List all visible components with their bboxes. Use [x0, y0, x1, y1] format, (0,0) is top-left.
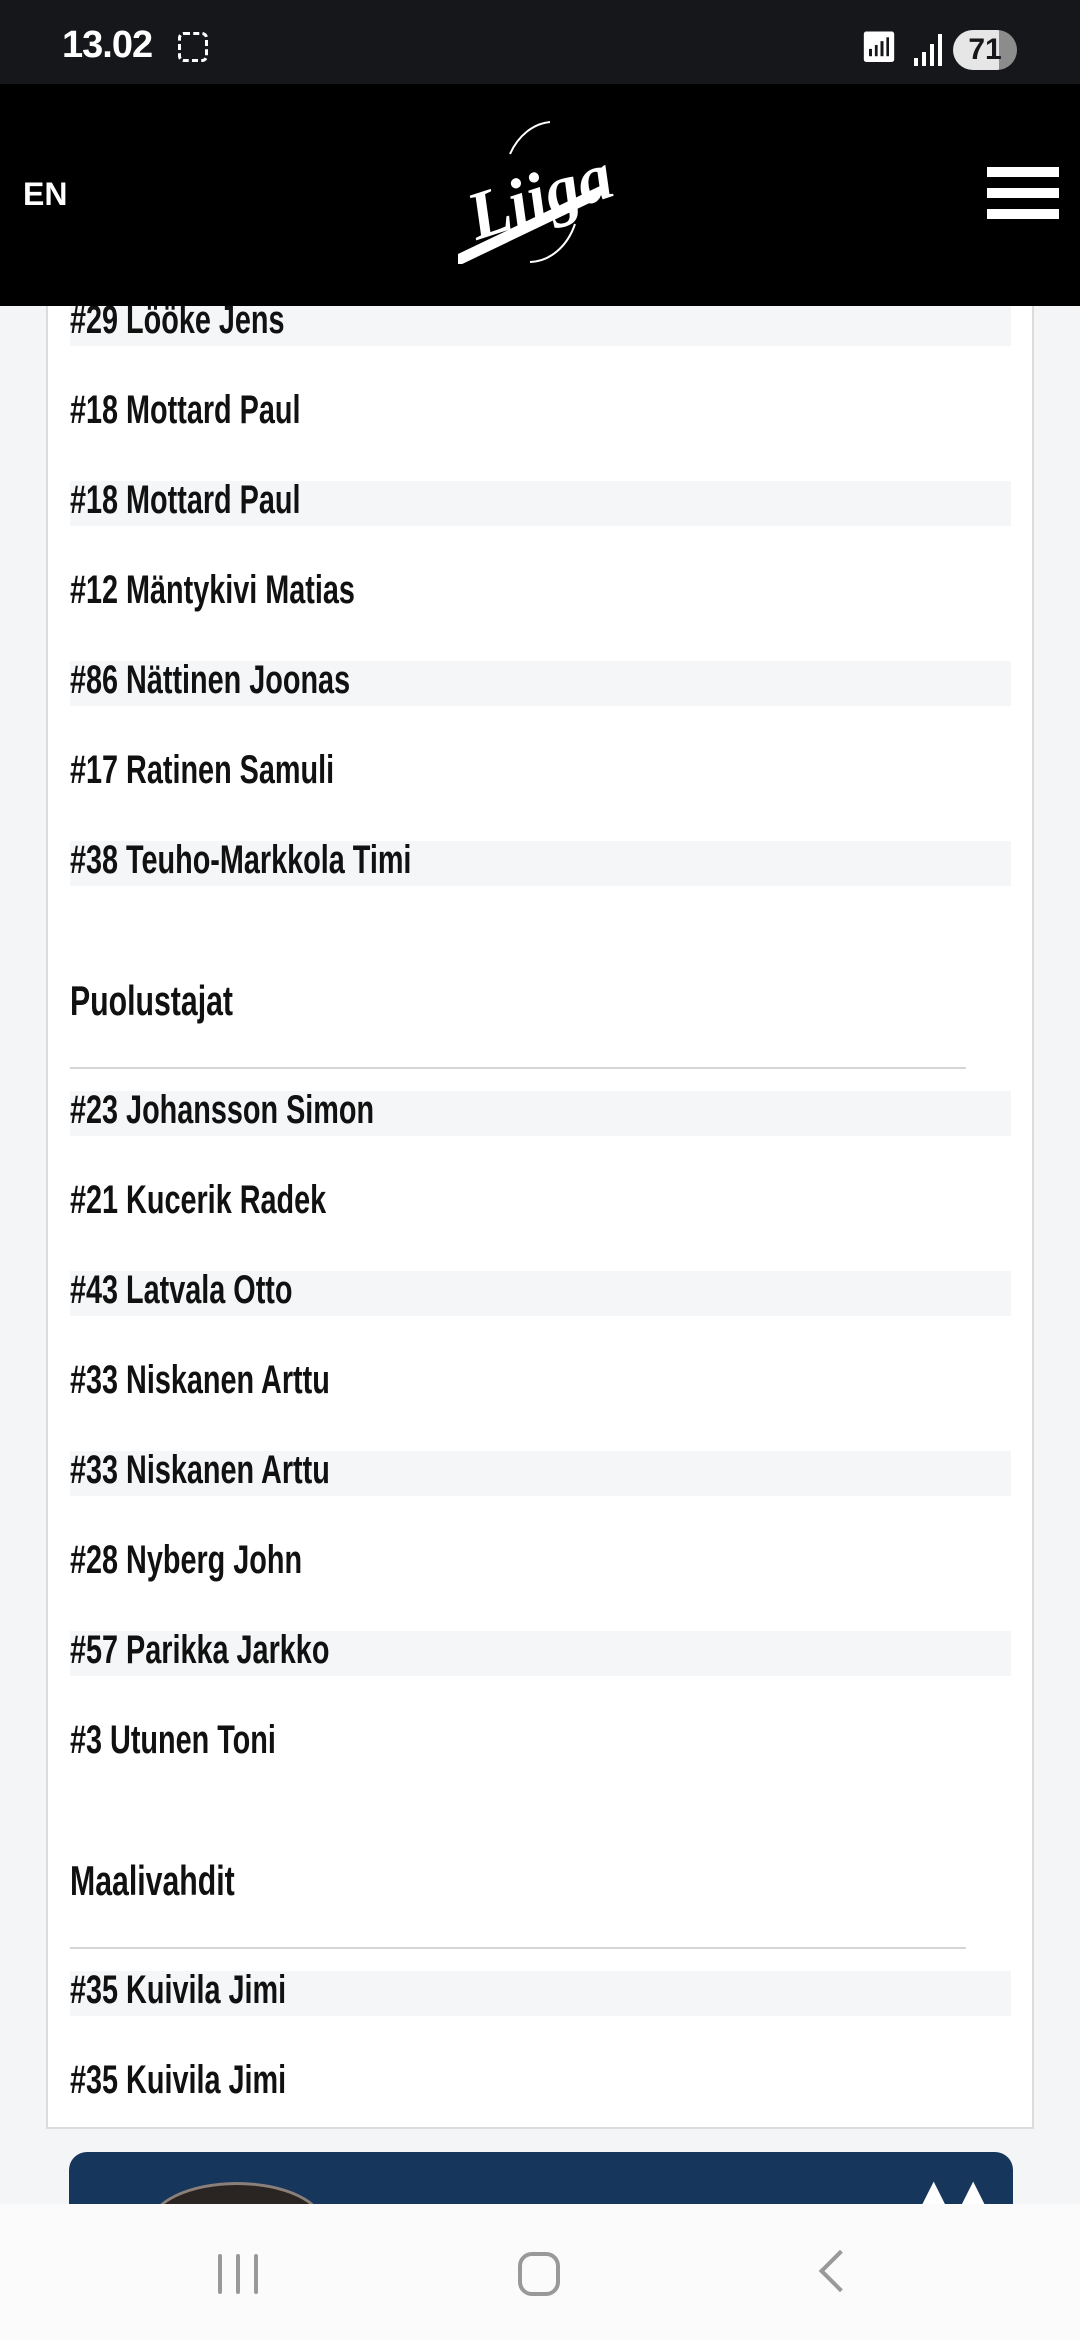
- player-row[interactable]: #43 Latvala Otto: [0, 1249, 1080, 1339]
- player-row[interactable]: #86 Nättinen Joonas: [0, 639, 1080, 729]
- player-row[interactable]: #33 Niskanen Arttu: [0, 1429, 1080, 1519]
- row-background: [70, 661, 1011, 706]
- row-background: [70, 841, 1011, 886]
- player-name[interactable]: #17 Ratinen Samuli: [70, 748, 335, 792]
- player-name[interactable]: #43 Latvala Otto: [70, 1268, 293, 1312]
- row-background: [70, 1091, 1011, 1136]
- player-name[interactable]: #38 Teuho-Markkola Timi: [70, 838, 412, 882]
- player-row[interactable]: #18 Mottard Paul: [0, 369, 1080, 459]
- recent-apps-icon[interactable]: [218, 2254, 258, 2294]
- wifi-icon: 📶︎: [860, 31, 899, 64]
- liiga-logo[interactable]: Liiga: [450, 114, 620, 264]
- row-background: [70, 481, 1011, 526]
- player-name[interactable]: #21 Kucerik Radek: [70, 1178, 327, 1222]
- player-name[interactable]: #35 Kuivila Jimi: [70, 1968, 287, 2012]
- roster-card: [46, 250, 1034, 2129]
- player-row[interactable]: #57 Parikka Jarkko: [0, 1609, 1080, 1699]
- player-name[interactable]: #28 Nyberg John: [70, 1538, 303, 1582]
- player-row[interactable]: #21 Kucerik Radek: [0, 1159, 1080, 1249]
- clock: 13.02: [62, 24, 153, 66]
- player-name[interactable]: #86 Nättinen Joonas: [70, 658, 351, 702]
- site-header: EN Liiga: [0, 84, 1080, 306]
- hamburger-menu-icon[interactable]: [987, 167, 1059, 219]
- player-row[interactable]: #35 Kuivila Jimi: [0, 2039, 1080, 2129]
- player-row[interactable]: #23 Johansson Simon: [0, 1069, 1080, 1159]
- player-name[interactable]: #23 Johansson Simon: [70, 1088, 375, 1132]
- status-bar: 13.02 📶︎ 71: [0, 0, 1080, 84]
- player-name[interactable]: #3 Utunen Toni: [70, 1718, 276, 1762]
- row-background: [70, 301, 1011, 346]
- player-row[interactable]: #3 Utunen Toni: [0, 1699, 1080, 1789]
- roster-list: #29 Lööke Jens #18 Mottard Paul #18 Mottar…: [0, 279, 1080, 2129]
- player-row[interactable]: #18 Mottard Paul: [0, 459, 1080, 549]
- language-switch[interactable]: EN: [23, 176, 68, 212]
- screenshot-icon: [178, 32, 208, 62]
- player-name[interactable]: #18 Mottard Paul: [70, 388, 301, 432]
- player-name[interactable]: #33 Niskanen Arttu: [70, 1448, 330, 1492]
- row-background: [70, 1631, 1011, 1676]
- section-title: Maalivahdit: [70, 1857, 235, 1904]
- player-row[interactable]: #12 Mäntykivi Matias: [0, 549, 1080, 639]
- section-heading: Maalivahdit: [0, 1789, 1080, 1947]
- signal-icon: [914, 34, 944, 66]
- player-row[interactable]: #38 Teuho-Markkola Timi: [0, 819, 1080, 909]
- player-row[interactable]: #17 Ratinen Samuli: [0, 729, 1080, 819]
- back-icon[interactable]: [818, 2249, 862, 2293]
- player-row[interactable]: #33 Niskanen Arttu: [0, 1339, 1080, 1429]
- player-name[interactable]: #33 Niskanen Arttu: [70, 1358, 330, 1402]
- section-divider: [70, 1947, 966, 1949]
- row-background: [70, 1971, 1011, 2016]
- player-name[interactable]: #35 Kuivila Jimi: [70, 2058, 287, 2102]
- home-icon[interactable]: [518, 2252, 560, 2296]
- section-title: Puolustajat: [70, 977, 233, 1024]
- player-name[interactable]: #57 Parikka Jarkko: [70, 1628, 330, 1672]
- player-row[interactable]: #35 Kuivila Jimi: [0, 1949, 1080, 2039]
- section-divider: [70, 1067, 966, 1069]
- section-heading: Puolustajat: [0, 909, 1080, 1067]
- player-name[interactable]: #12 Mäntykivi Matias: [70, 568, 355, 612]
- row-background: [70, 1271, 1011, 1316]
- system-nav-bar: [0, 2204, 1080, 2340]
- player-row[interactable]: #28 Nyberg John: [0, 1519, 1080, 1609]
- player-name[interactable]: #18 Mottard Paul: [70, 478, 301, 522]
- battery-indicator: 71: [953, 30, 1017, 70]
- row-background: [70, 1451, 1011, 1496]
